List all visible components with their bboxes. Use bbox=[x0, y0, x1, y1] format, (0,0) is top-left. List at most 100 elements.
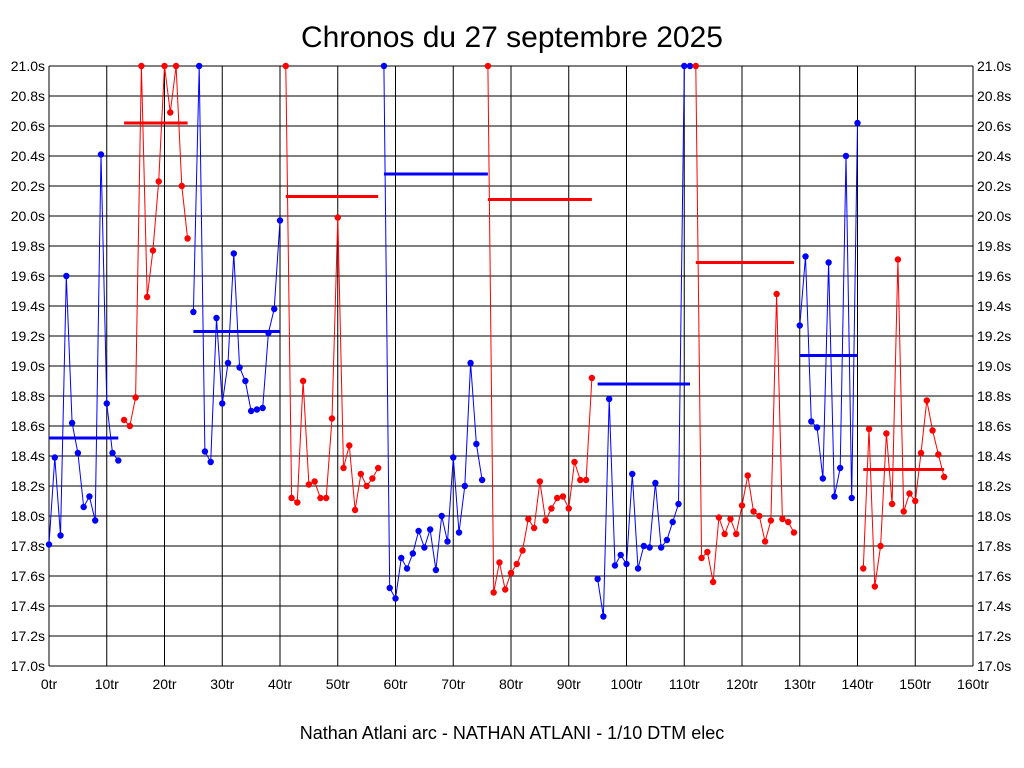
data-point bbox=[63, 272, 70, 280]
data-point bbox=[178, 182, 186, 190]
data-point bbox=[877, 542, 884, 550]
data-point bbox=[917, 449, 925, 457]
data-point bbox=[692, 62, 699, 70]
x-axis: 0tr 10tr 20tr 30tr 40tr 50tr 60tr 70tr 80tr 90tr 1… bbox=[41, 676, 989, 692]
series-line-6 bbox=[487, 65, 593, 593]
y-tick-label-right: 19.2s bbox=[977, 328, 1011, 344]
data-point bbox=[744, 472, 751, 479]
data-point bbox=[669, 518, 676, 526]
x-tick-label: 0tr bbox=[41, 676, 58, 692]
y-axis-left: 17.0s 17.2s 17.4s 17.6s 17.8s 18.0s 18.2s 18.4s… bbox=[11, 58, 45, 674]
data-point bbox=[120, 416, 128, 424]
data-point bbox=[109, 449, 116, 457]
y-tick-label-right: 19.4s bbox=[977, 298, 1011, 314]
data-point bbox=[652, 479, 659, 487]
x-tick-label: 30tr bbox=[210, 676, 234, 692]
data-point bbox=[57, 532, 64, 539]
data-point bbox=[530, 524, 538, 532]
data-point bbox=[305, 481, 313, 488]
y-tick-label: 17.8s bbox=[11, 538, 45, 554]
y-tick-label: 20.2s bbox=[11, 178, 45, 194]
data-point bbox=[369, 475, 376, 482]
y-tick-label: 18.6s bbox=[11, 418, 45, 434]
x-tick-label: 60tr bbox=[383, 676, 407, 692]
data-point bbox=[478, 476, 486, 484]
data-point bbox=[484, 62, 492, 70]
y-tick-label-right: 20.0s bbox=[977, 208, 1011, 224]
data-point bbox=[623, 560, 630, 568]
data-point bbox=[224, 359, 232, 367]
data-point bbox=[733, 530, 740, 538]
data-point bbox=[351, 506, 359, 514]
series-line-2 bbox=[123, 65, 189, 428]
y-tick-label: 19.6s bbox=[11, 268, 45, 284]
y-tick-label-right: 20.2s bbox=[977, 178, 1011, 194]
data-point bbox=[842, 152, 850, 160]
x-tick-label: 50tr bbox=[326, 676, 350, 692]
data-point bbox=[68, 419, 76, 427]
data-point bbox=[888, 500, 896, 508]
data-point bbox=[334, 214, 341, 221]
data-point bbox=[403, 565, 411, 572]
data-point bbox=[860, 565, 867, 572]
data-point bbox=[785, 518, 792, 526]
data-point bbox=[854, 119, 861, 127]
data-point bbox=[802, 253, 809, 260]
data-point bbox=[143, 293, 151, 301]
data-point bbox=[577, 476, 584, 484]
y-tick-label: 18.0s bbox=[11, 508, 45, 524]
x-tick-label: 40tr bbox=[268, 676, 292, 692]
data-point bbox=[935, 451, 942, 458]
x-tick-label: 130tr bbox=[784, 676, 816, 692]
data-point bbox=[201, 448, 209, 455]
y-tick-label-right: 20.8s bbox=[977, 88, 1011, 104]
data-point bbox=[629, 470, 636, 478]
y-tick-label-right: 17.2s bbox=[977, 628, 1011, 644]
y-tick-label-right: 17.6s bbox=[977, 568, 1011, 584]
y-tick-label-right: 18.4s bbox=[977, 448, 1011, 464]
x-tick-label: 160tr bbox=[957, 676, 989, 692]
data-point bbox=[727, 515, 734, 523]
data-point bbox=[923, 397, 930, 404]
data-point bbox=[115, 457, 122, 464]
data-point bbox=[502, 586, 509, 593]
chart-title: Chronos du 27 septembre 2025 bbox=[301, 21, 723, 54]
data-point bbox=[594, 575, 601, 583]
data-point bbox=[438, 512, 445, 520]
data-point bbox=[704, 548, 711, 556]
data-point bbox=[790, 529, 798, 536]
y-tick-label-right: 20.4s bbox=[977, 148, 1011, 164]
y-tick-label: 19.8s bbox=[11, 238, 45, 254]
y-tick-label: 18.8s bbox=[11, 388, 45, 404]
data-point bbox=[496, 559, 503, 566]
data-point bbox=[536, 478, 544, 485]
data-point bbox=[756, 512, 763, 520]
y-tick-label-right: 18.6s bbox=[977, 418, 1011, 434]
y-tick-label: 17.4s bbox=[11, 598, 45, 614]
y-tick-label-right: 17.0s bbox=[977, 658, 1011, 674]
data-point bbox=[542, 517, 549, 524]
y-tick-label-right: 18.8s bbox=[977, 388, 1011, 404]
data-point bbox=[813, 424, 821, 431]
data-point bbox=[646, 544, 653, 551]
data-point bbox=[894, 256, 902, 263]
data-point bbox=[236, 364, 243, 371]
y-tick-label: 20.8s bbox=[11, 88, 45, 104]
data-point bbox=[773, 290, 780, 298]
y-tick-label: 19.4s bbox=[11, 298, 45, 314]
y-tick-label: 19.0s bbox=[11, 358, 45, 374]
data-point bbox=[519, 547, 526, 554]
data-point bbox=[132, 394, 139, 401]
data-point bbox=[929, 427, 936, 434]
data-point bbox=[230, 250, 237, 257]
data-point bbox=[328, 415, 336, 422]
x-tick-label: 150tr bbox=[899, 676, 931, 692]
series-group bbox=[45, 62, 948, 620]
data-point bbox=[271, 305, 278, 313]
data-point bbox=[323, 494, 330, 502]
data-point bbox=[600, 613, 607, 620]
data-point bbox=[767, 517, 775, 524]
data-point bbox=[611, 562, 619, 569]
data-point bbox=[686, 62, 694, 70]
data-point bbox=[455, 529, 463, 536]
